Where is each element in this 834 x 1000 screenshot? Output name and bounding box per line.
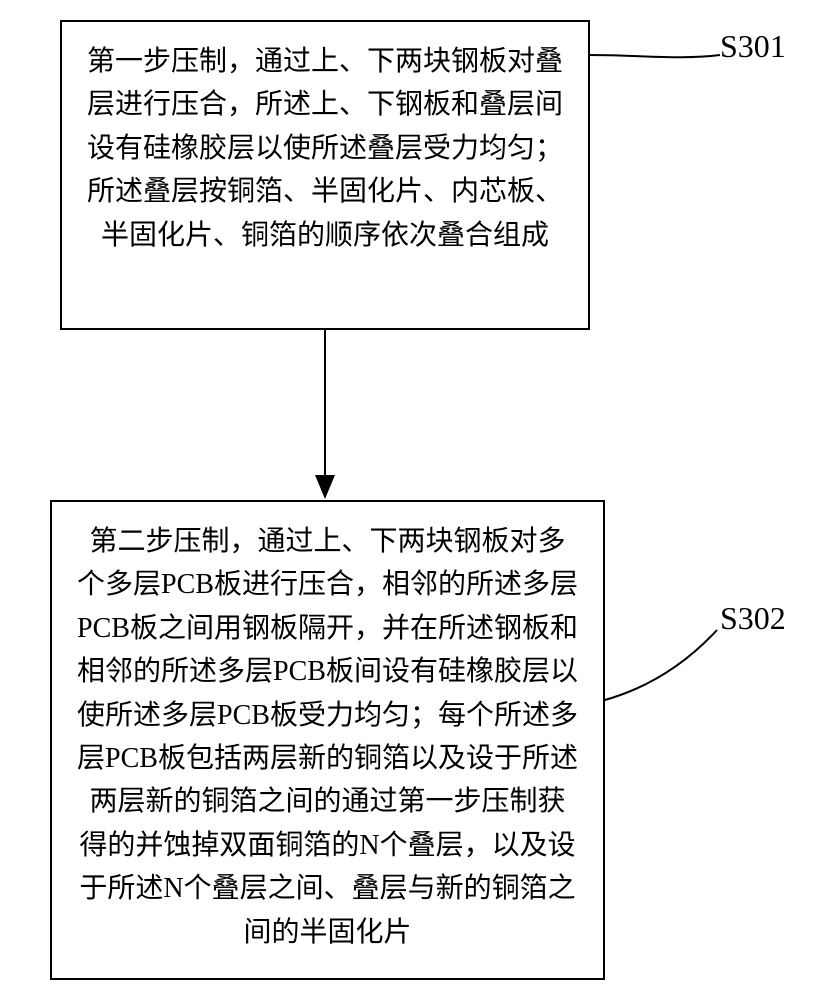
- step-label-s302: S302: [720, 600, 786, 637]
- flow-step-s301-text: 第一步压制，通过上、下两块钢板对叠层进行压合，所述上、下钢板和叠层间设有硅橡胶层…: [87, 46, 563, 251]
- flow-step-s302-text: 第二步压制，通过上、下两块钢板对多个多层PCB板进行压合，相邻的所述多层PCB板…: [77, 526, 578, 948]
- flow-step-s301: 第一步压制，通过上、下两块钢板对叠层进行压合，所述上、下钢板和叠层间设有硅橡胶层…: [60, 20, 590, 330]
- step-label-s301: S301: [720, 28, 786, 65]
- flow-step-s302: 第二步压制，通过上、下两块钢板对多个多层PCB板进行压合，相邻的所述多层PCB板…: [50, 500, 605, 980]
